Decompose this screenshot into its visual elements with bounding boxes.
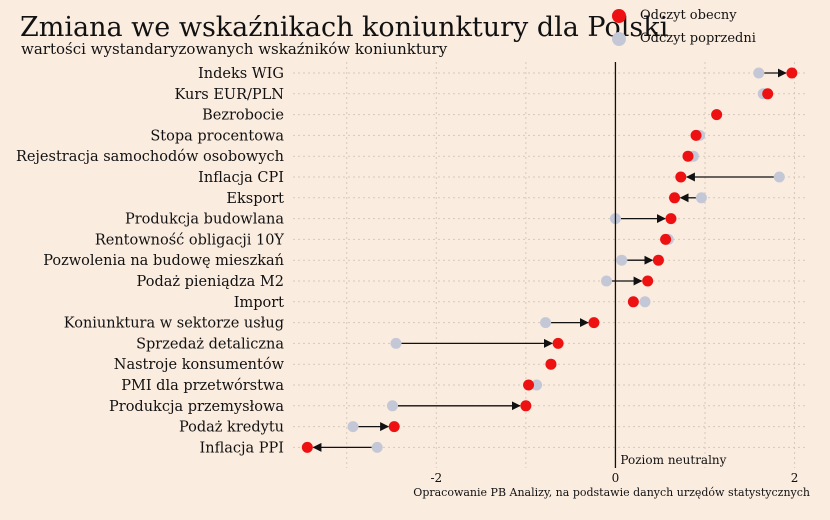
current-point [627,296,639,308]
category-label: Rejestracja samochodów osobowych [16,149,284,165]
current-point [786,67,798,79]
x-tick-label: 0 [612,471,620,485]
current-point [545,358,557,370]
category-label: Import [234,295,284,311]
previous-point [531,379,543,391]
previous-point [600,275,612,287]
previous-point [639,296,651,308]
arrows [312,68,787,452]
previous-point [540,317,552,329]
legend-item-current: Odczyt obecny [612,4,812,27]
current-point [552,337,564,349]
previous-point [753,67,765,79]
grid [293,62,808,468]
legend-swatch-previous [612,31,626,46]
previous-point [616,254,628,266]
current-point [675,171,687,183]
current-point [711,109,723,121]
previous-point [371,441,383,453]
current-point [388,421,400,433]
current-point [588,317,600,329]
current-points [301,67,798,453]
previous-point [773,171,785,183]
category-label: Inflacja PPI [200,440,285,456]
category-label: Pozwolenia na budowę mieszkań [43,253,284,269]
chart-title: Zmiana we wskaźnikach koniunktury dla Po… [20,12,669,43]
category-label: Indeks WIG [198,66,284,82]
x-tick-label: 2 [791,471,799,485]
category-label: Produkcja budowlana [125,212,284,228]
current-point [762,88,774,100]
current-point [682,150,694,162]
current-point [669,192,681,204]
category-label: Koniunktura w sektorze usług [64,316,284,332]
category-label: Stopa procentowa [150,128,284,144]
category-label: Nastroje konsumentów [114,357,285,373]
category-label: Podaż kredytu [179,420,284,436]
current-point [301,441,313,453]
category-label: Kurs EUR/PLN [174,87,284,103]
x-axis: Poziom neutralny -2 0 2 [430,62,798,485]
category-label: Podaż pieniądza M2 [137,274,284,290]
current-point [652,254,664,266]
category-label: PMI dla przetwórstwa [121,378,284,394]
previous-point [695,192,707,204]
legend-swatch-current [612,8,626,23]
x-tick-label: -2 [430,471,442,485]
category-label: Produkcja przemysłowa [109,399,284,415]
category-label: Rentowność obligacji 10Y [95,232,285,248]
previous-point [390,337,402,349]
source-note: Opracowanie PB Analizy, na podstawie dan… [413,486,810,499]
category-label: Bezrobocie [202,108,284,124]
current-point [520,400,532,412]
legend: Odczyt obecny Odczyt poprzedni [612,4,812,50]
legend-label-current: Odczyt obecny [640,8,737,23]
category-label: Inflacja CPI [198,170,284,186]
current-point [523,379,535,391]
legend-item-previous: Odczyt poprzedni [612,27,812,50]
current-point [690,129,702,141]
chart-subtitle: wartości wystandaryzowanych wskaźników k… [21,40,448,58]
previous-point [347,421,359,433]
category-labels: Indeks WIG Kurs EUR/PLN Bezrobocie Stopa pr… [16,66,285,456]
category-label: Sprzedaż detaliczna [136,336,284,352]
legend-label-previous: Odczyt poprzedni [640,31,756,46]
neutral-label: Poziom neutralny [620,453,726,467]
current-point [665,213,677,225]
previous-point [386,400,398,412]
category-label: Eksport [226,191,284,207]
current-point [642,275,654,287]
current-point [660,233,672,245]
